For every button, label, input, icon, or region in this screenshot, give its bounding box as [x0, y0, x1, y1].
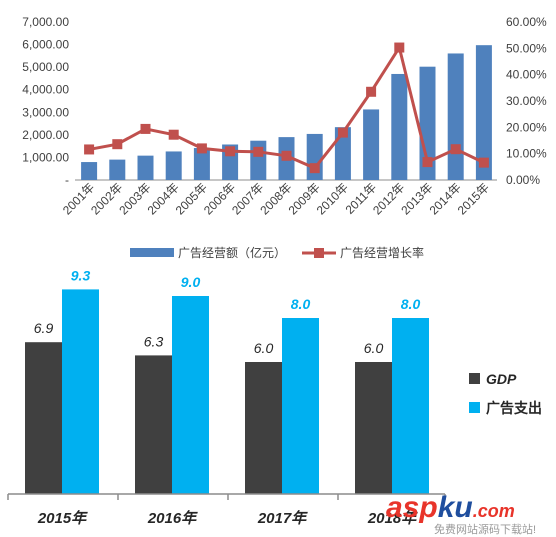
- revenue-bar: [250, 140, 267, 180]
- left-axis-ticks: - 1,000.00 2,000.00 3,000.00 4,000.00 5,000.0…: [22, 15, 69, 187]
- legend-label-revenue: 广告经营额（亿元）: [178, 245, 286, 260]
- legend-swatch-adspend: [469, 402, 480, 413]
- right-tick-label: 10.00%: [506, 147, 547, 161]
- adspend-data-label: 8.0: [401, 296, 421, 312]
- bottom-legend: GDP 广告支出: [469, 371, 542, 416]
- x-tick-label: 2015年: [455, 180, 492, 217]
- left-tick-label: 3,000.00: [22, 105, 69, 119]
- right-tick-label: 40.00%: [506, 68, 547, 82]
- revenue-bar: [475, 45, 492, 180]
- revenue-bar: [81, 162, 98, 180]
- gdp-data-label: 6.0: [364, 340, 384, 356]
- gdp-bar: [25, 342, 62, 494]
- adspend-bar: [282, 318, 319, 494]
- revenue-bar: [363, 109, 380, 180]
- growth-marker: [112, 139, 123, 150]
- gdp-bar: [135, 355, 172, 494]
- growth-marker: [196, 143, 207, 154]
- left-tick-label: 2,000.00: [22, 128, 69, 142]
- growth-marker: [84, 144, 95, 155]
- growth-marker: [253, 146, 264, 157]
- revenue-bar: [391, 73, 408, 180]
- gdp-data-label: 6.3: [144, 333, 164, 349]
- revenue-bar: [193, 148, 210, 180]
- left-tick-label: 5,000.00: [22, 60, 69, 74]
- growth-marker: [140, 123, 151, 134]
- legend-swatch-gdp: [469, 373, 480, 384]
- growth-marker: [309, 163, 320, 174]
- legend-swatch-revenue: [130, 248, 174, 257]
- adspend-data-label: 9.3: [71, 267, 91, 283]
- gdp-adspend-bars: 6.9 9.3 6.3 9.0 6.0 8.0 6.0 8.0: [25, 267, 429, 494]
- right-tick-label: 30.00%: [506, 94, 547, 108]
- adspend-data-label: 9.0: [181, 274, 201, 290]
- growth-marker: [478, 157, 489, 168]
- top-legend: 广告经营额（亿元） 广告经营增长率: [130, 245, 424, 260]
- left-tick-label: -: [65, 173, 69, 187]
- growth-marker: [168, 129, 179, 140]
- right-tick-label: 50.00%: [506, 41, 547, 55]
- watermark-tagline: 免费网站源码下载站!: [434, 522, 536, 536]
- growth-marker: [450, 144, 461, 155]
- adspend-bar: [62, 289, 99, 494]
- gdp-bar: [355, 362, 392, 494]
- left-tick-label: 6,000.00: [22, 38, 69, 52]
- adspend-data-label: 8.0: [291, 296, 311, 312]
- growth-marker: [394, 42, 405, 53]
- gdp-data-label: 6.9: [34, 320, 54, 336]
- growth-marker: [422, 157, 433, 168]
- growth-line-series: [84, 42, 489, 174]
- growth-marker: [366, 86, 377, 97]
- left-tick-label: 7,000.00: [22, 15, 69, 29]
- left-tick-label: 4,000.00: [22, 83, 69, 97]
- bottom-x-tick-label: 2017年: [257, 509, 308, 527]
- right-tick-label: 0.00%: [506, 173, 540, 187]
- left-tick-label: 1,000.00: [22, 150, 69, 164]
- bottom-chart: 6.9 9.3 6.3 9.0 6.0 8.0 6.0 8.0 2015年 2016年 2017年…: [7, 267, 542, 527]
- legend-marker-growth: [314, 248, 324, 258]
- growth-marker: [225, 146, 236, 157]
- right-tick-label: 20.00%: [506, 120, 547, 134]
- bottom-x-tick-label: 2016年: [147, 509, 198, 527]
- growth-marker: [337, 127, 348, 138]
- bottom-x-tick-label: 2018年: [367, 509, 418, 527]
- revenue-bars: [81, 45, 492, 181]
- revenue-bar: [447, 53, 464, 181]
- revenue-bar: [109, 159, 126, 180]
- legend-label-adspend: 广告支出: [486, 400, 542, 416]
- bottom-x-tick-labels: 2015年 2016年 2017年 2018年: [7, 494, 446, 527]
- adspend-bar: [392, 318, 429, 494]
- bottom-x-tick-label: 2015年: [37, 509, 88, 527]
- adspend-bar: [172, 296, 209, 494]
- revenue-bar: [137, 155, 154, 180]
- revenue-bar: [165, 151, 182, 180]
- right-axis-ticks: 0.00% 10.00% 20.00% 30.00% 40.00% 50.00% 60.00…: [506, 15, 547, 187]
- right-tick-label: 60.00%: [506, 15, 547, 29]
- top-chart: - 1,000.00 2,000.00 3,000.00 4,000.00 5,000.0…: [22, 15, 547, 260]
- gdp-data-label: 6.0: [254, 340, 274, 356]
- revenue-bar: [334, 127, 351, 180]
- x-tick-label: 2010年: [314, 180, 351, 217]
- legend-label-gdp: GDP: [486, 371, 517, 387]
- top-x-tick-labels: 2001年2002年2003年2004年2005年2006年2007年2008年…: [60, 180, 492, 217]
- watermark-asp: aspku.com: [386, 491, 515, 524]
- gdp-bar: [245, 362, 282, 494]
- growth-marker: [281, 150, 292, 161]
- site-watermark: aspku.com 免费网站源码下载站!: [386, 491, 536, 536]
- legend-label-growth: 广告经营增长率: [340, 245, 424, 260]
